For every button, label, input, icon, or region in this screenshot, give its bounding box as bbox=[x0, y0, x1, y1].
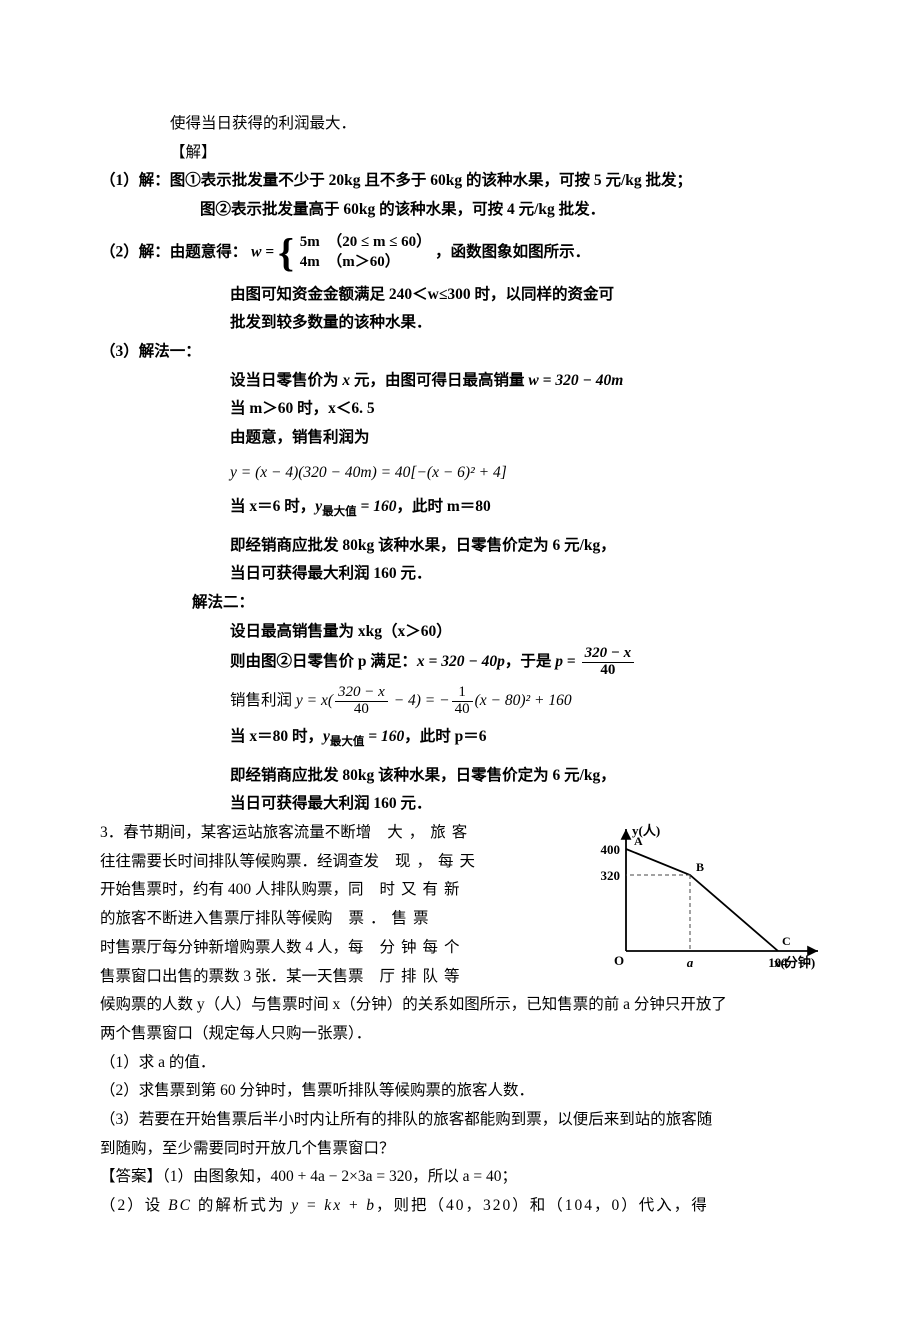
sol2-body1: 由图可知资金金额满足 240＜w≤300 时，以同样的资金可 bbox=[100, 281, 820, 310]
sol3b-l2: 则由图②日零售价 p 满足：x = 320 − 40p，于是 p = 320 −… bbox=[100, 646, 820, 679]
svg-text:320: 320 bbox=[601, 868, 621, 883]
sol3a-l2: 当 m＞60 时，x＜6. 5 bbox=[100, 395, 820, 424]
q3-r4e: 票．售票 bbox=[333, 910, 435, 927]
chart-svg: 400320a104y(人)x(分钟)OABC bbox=[590, 819, 830, 979]
q3-r6t: 售票窗口出售的票数 3 张．某一天售票 bbox=[100, 968, 364, 985]
sol3a-sub: 最大值 bbox=[322, 506, 357, 518]
sol3b-eq2: y = x( bbox=[296, 692, 333, 709]
q3-r2e: 现，每天 bbox=[379, 853, 481, 870]
frac-2: 320 − x40 bbox=[333, 685, 390, 718]
sol2-head: （2）解：由题意得： w = { 5m （20 ≤ m ≤ 60） 4m （m＞… bbox=[100, 233, 820, 273]
piecewise-row2: 4m （m＞60） bbox=[300, 254, 400, 270]
sol3b-l3: 销售利润 y = x(320 − x40 − 4) = −140(x − 80)… bbox=[100, 679, 820, 724]
sol2-suffix: ，函数图象如图所示． bbox=[435, 243, 590, 260]
q3-r6e: 厅排队等 bbox=[364, 968, 466, 985]
sol3b-l1: 设日最高销售量为 xkg（x＞60） bbox=[100, 618, 820, 647]
q3-r4t: 的旅客不断进入售票厅排队等候购 bbox=[100, 910, 333, 927]
frac1-num: 320 − x bbox=[582, 646, 635, 663]
frac2-den: 40 bbox=[335, 702, 388, 718]
sol3b-l6: 当日可获得最大利润 160 元． bbox=[100, 790, 820, 819]
q3-r1t: 3．春节期间，某客运站旅客流量不断增 bbox=[100, 824, 371, 841]
sol3a-l6: 当日可获得最大利润 160 元． bbox=[100, 560, 820, 589]
q3-ans1: 【答案】（1）由图象知，400 + 4a − 2×3a = 320，所以 a =… bbox=[100, 1163, 820, 1192]
sol3b-eq1: x = 320 − 40p bbox=[417, 653, 505, 670]
sol2-equals: = bbox=[265, 243, 278, 260]
q3-sub3a: （3）若要在开始售票后半小时内让所有的排队的旅客都能购到票，以便后来到站的旅客随 bbox=[100, 1106, 820, 1135]
frac3-den: 40 bbox=[452, 702, 473, 718]
sol2-w: w bbox=[251, 243, 261, 260]
sol3a-l5: 即经销商应批发 80kg 该种水果，日零售价定为 6 元/kg， bbox=[100, 532, 820, 561]
sol3b-l2-mid: ，于是 bbox=[505, 653, 555, 670]
var-x: x bbox=[342, 372, 350, 389]
q3-r1e: 大，旅客 bbox=[371, 824, 473, 841]
sol2-prefix: （2）解：由题意得： bbox=[100, 243, 247, 260]
frac3-num: 1 bbox=[452, 685, 473, 702]
q3-sub1: （1）求 a 的值． bbox=[100, 1049, 820, 1078]
sol1-line1: （1）解：图①表示批发量不少于 20kg 且不多于 60kg 的该种水果，可按 … bbox=[100, 167, 820, 196]
sol3b-l3-mid: − 4) = − bbox=[390, 692, 450, 709]
frac-1: 320 − x40 bbox=[580, 646, 637, 679]
svg-text:C: C bbox=[782, 934, 791, 948]
q3-r5e: 分钟每个 bbox=[364, 939, 466, 956]
sol1-line2: 图②表示批发量高于 60kg 的该种水果，可按 4 元/kg 批发． bbox=[100, 196, 820, 225]
piecewise-row1: 5m （20 ≤ m ≤ 60） bbox=[300, 234, 431, 250]
sol3a-l4: 当 x＝6 时，y最大值 = 160，此时 m＝80 bbox=[100, 493, 820, 523]
var-p: p bbox=[555, 653, 563, 670]
sol3a-l3: 由题意，销售利润为 bbox=[100, 424, 820, 453]
q3-r3t: 开始售票时，约有 400 人排队购票，同 bbox=[100, 881, 364, 898]
q3-sub3b: 到随购，至少需要同时开放几个售票窗口？ bbox=[100, 1135, 820, 1164]
svg-text:B: B bbox=[696, 860, 704, 874]
q3-ans2-suf: ，则把（40，320）和（104，0）代入，得 bbox=[376, 1197, 709, 1214]
method2-head: 解法二： bbox=[100, 589, 820, 618]
svg-text:a: a bbox=[687, 955, 694, 970]
sol3b-l4: 当 x＝80 时，y最大值 = 160，此时 p＝6 bbox=[100, 723, 820, 753]
svg-text:400: 400 bbox=[601, 842, 621, 857]
sol3a-l1-mid: 元，由图可得日最高销量 bbox=[350, 372, 528, 389]
sol3a-l1: 设当日零售价为 x 元，由图可得日最高销量 w = 320 − 40m bbox=[100, 367, 820, 396]
sol3b-sub: 最大值 bbox=[330, 737, 365, 749]
q3-r2t: 往往需要长时间排队等候购票．经调查发 bbox=[100, 853, 379, 870]
eq-sign: = bbox=[563, 653, 580, 670]
sol3b-l4-suf: ，此时 p＝6 bbox=[404, 728, 486, 745]
brace-icon: { bbox=[278, 233, 294, 273]
q3-rest2: 两个售票窗口（规定每人只购一张票）． bbox=[100, 1020, 820, 1049]
line-profit-max: 使得当日获得的利润最大． bbox=[100, 110, 820, 139]
q3-chart: 400320a104y(人)x(分钟)OABC bbox=[590, 819, 830, 979]
q3-sub2: （2）求售票到第 60 分钟时，售票听排队等候购票的旅客人数． bbox=[100, 1077, 820, 1106]
q3-ans2-bc: BC bbox=[168, 1197, 192, 1214]
q3-rest1: 候购票的人数 y（人）与售票时间 x（分钟）的关系如图所示，已知售票的前 a 分… bbox=[100, 991, 820, 1020]
sol2-body2: 批发到较多数量的该种水果． bbox=[100, 309, 820, 338]
sol3b-y: y bbox=[323, 728, 330, 745]
sol3a-eq: w = 320 − 40m bbox=[528, 372, 623, 389]
frac-3: 140 bbox=[450, 685, 475, 718]
q3-r5t: 时售票厅每分钟新增购票人数 4 人，每 bbox=[100, 939, 364, 956]
q3-ans2-pre: （2）设 bbox=[100, 1197, 168, 1214]
sol3-head: （3）解法一： bbox=[100, 338, 820, 367]
frac1-den: 40 bbox=[582, 663, 635, 679]
sol3a-l4-pre: 当 x＝6 时， bbox=[230, 498, 315, 515]
sol2-piecewise: 5m （20 ≤ m ≤ 60） 4m （m＞60） bbox=[298, 233, 431, 272]
q3-block: 400320a104y(人)x(分钟)OABC 3．春节期间，某客运站旅客流量不… bbox=[100, 819, 820, 991]
sol3b-l3-suf: (x − 80)² + 160 bbox=[475, 692, 572, 709]
sol3b-l4-pre: 当 x＝80 时， bbox=[230, 728, 323, 745]
sol3b-l3-pre: 销售利润 bbox=[230, 692, 296, 709]
sol3a-eq1: y = (x − 4)(320 − 40m) = 40[−(x − 6)² + … bbox=[230, 464, 507, 481]
sol3b-l2-pre: 则由图②日零售价 p 满足： bbox=[230, 653, 417, 670]
svg-text:O: O bbox=[614, 953, 624, 968]
line-solution-head: 【解】 bbox=[100, 139, 820, 168]
q3-ans2-mid: 的解析式为 bbox=[192, 1197, 291, 1214]
sol3a-l1-pre: 设当日零售价为 bbox=[230, 372, 342, 389]
svg-text:x(分钟): x(分钟) bbox=[774, 955, 815, 970]
sol3a-l4-suf: ，此时 m＝80 bbox=[397, 498, 491, 515]
sol3a-eq-line: y = (x − 4)(320 − 40m) = 40[−(x − 6)² + … bbox=[100, 453, 820, 494]
frac2-num: 320 − x bbox=[335, 685, 388, 702]
q3-ans2: （2）设 BC 的解析式为 y = kx + b，则把（40，320）和（104… bbox=[100, 1192, 820, 1221]
q3-ans2-eq: y = kx + b bbox=[291, 1197, 376, 1214]
q3-r3e: 时又有新 bbox=[364, 881, 466, 898]
svg-text:A: A bbox=[634, 834, 643, 848]
sol3b-l5: 即经销商应批发 80kg 该种水果，日零售价定为 6 元/kg， bbox=[100, 762, 820, 791]
sol3a-val: = 160 bbox=[357, 498, 397, 515]
sol3b-val: = 160 bbox=[364, 728, 404, 745]
